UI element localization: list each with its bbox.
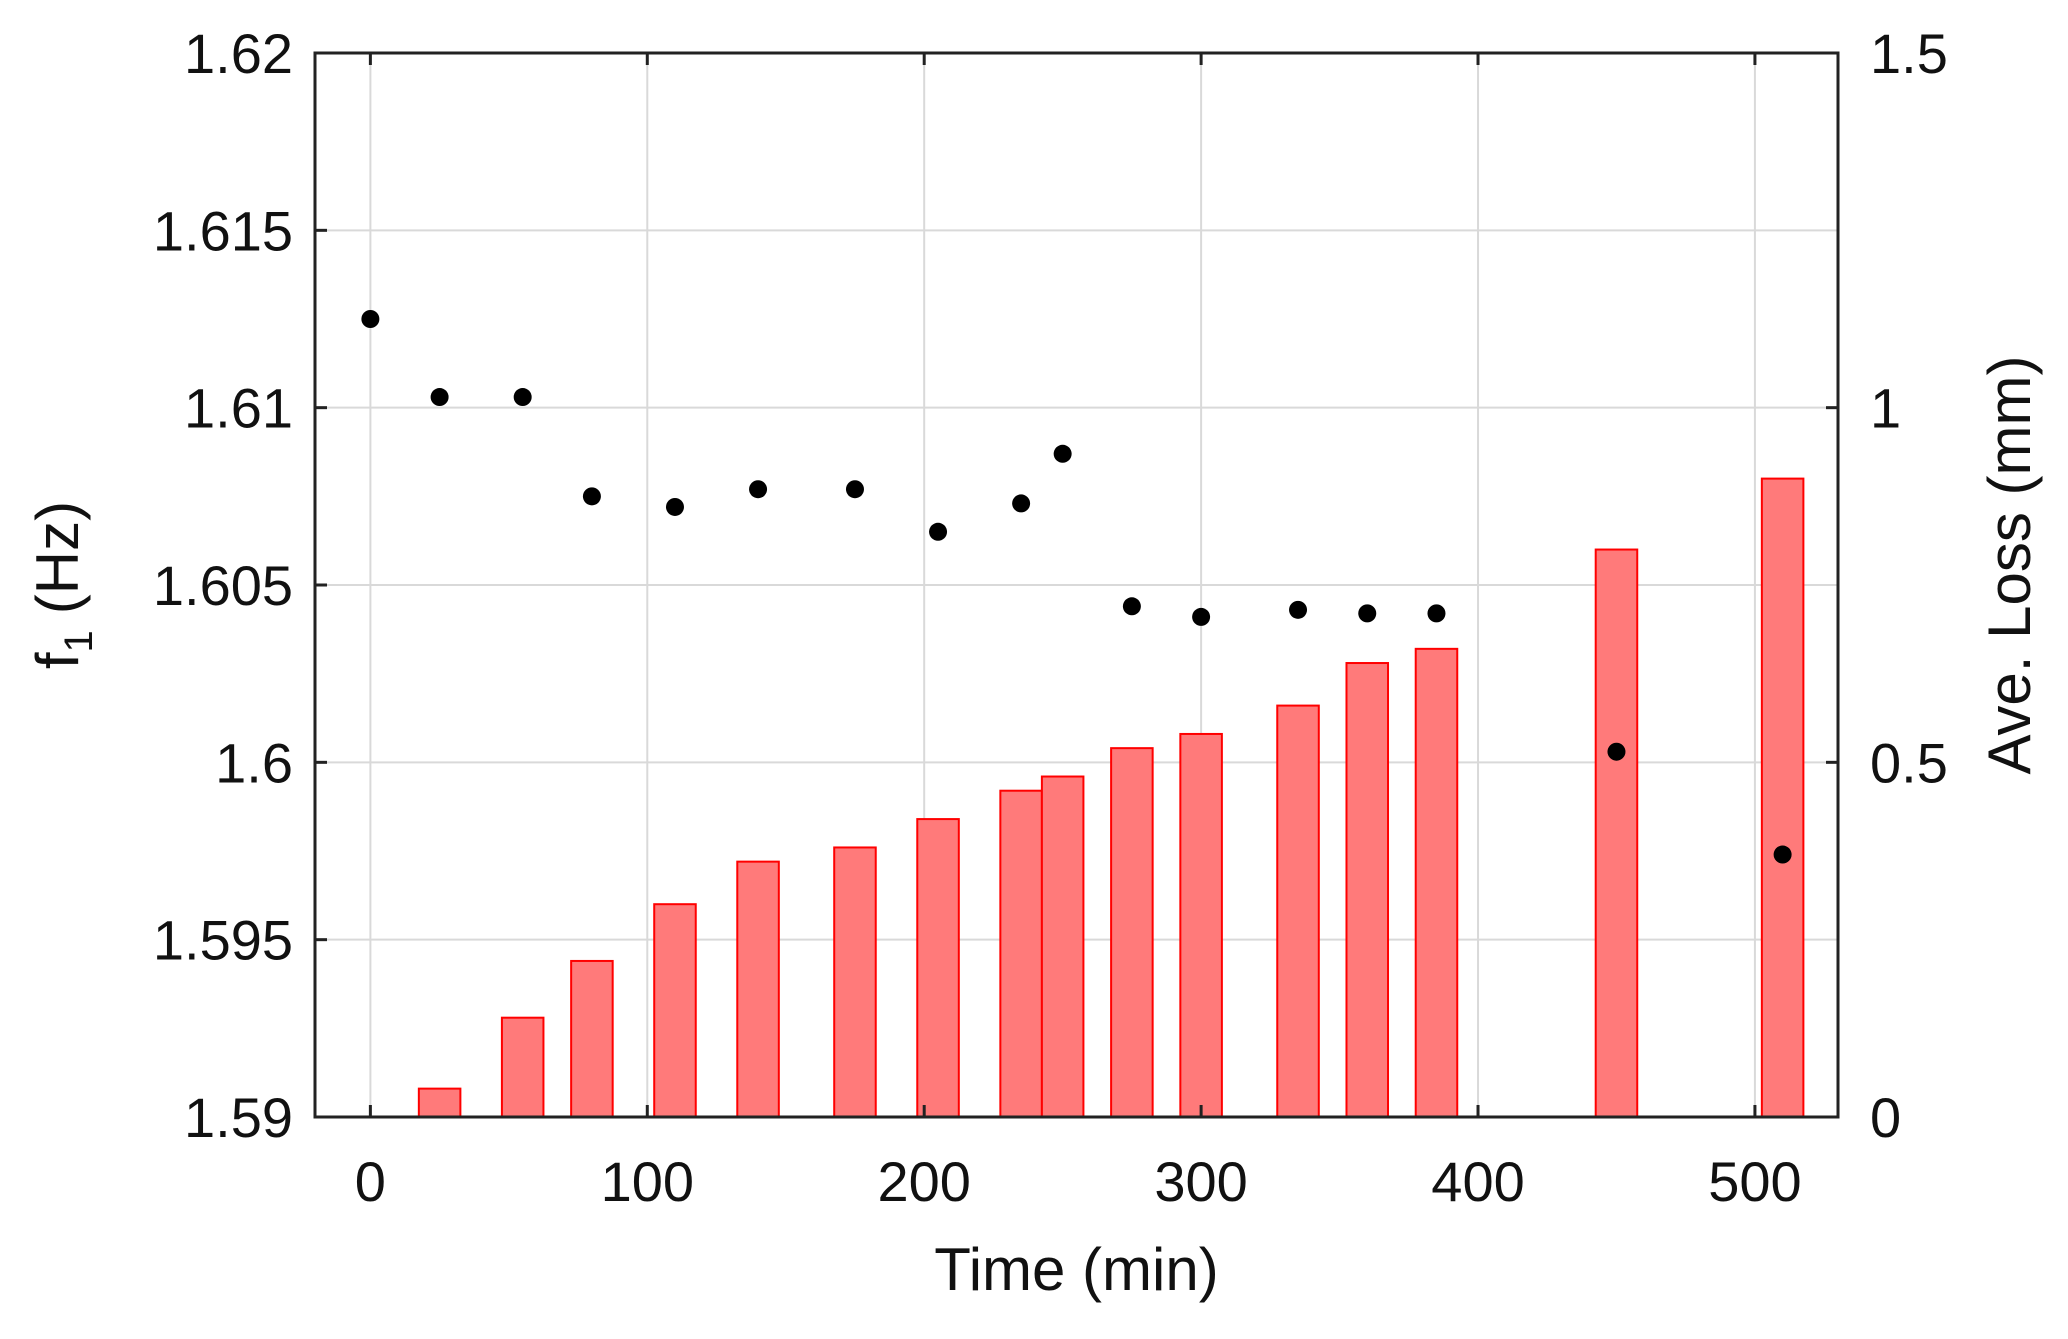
data-point <box>582 487 601 506</box>
bar <box>1040 775 1085 1119</box>
y-left-tick-label: 1.62 <box>184 22 293 85</box>
y-right-tick-label: 0.5 <box>1870 731 1948 794</box>
bar <box>916 818 960 1119</box>
x-tick-label: 400 <box>1431 1150 1524 1213</box>
bar-series <box>417 477 1805 1119</box>
data-point <box>430 388 449 407</box>
data-point <box>1289 600 1308 619</box>
bar <box>999 789 1043 1118</box>
data-point <box>1192 607 1211 626</box>
bar <box>1179 732 1223 1119</box>
y-right-tick-label: 1.5 <box>1870 22 1948 85</box>
y-axis-left-unit: (Hz) <box>24 501 91 614</box>
data-point <box>929 522 948 541</box>
bar <box>833 846 877 1118</box>
y-left-tick-label: 1.59 <box>184 1086 293 1149</box>
bar <box>653 903 697 1119</box>
x-tick-label: 300 <box>1154 1150 1247 1213</box>
bar <box>1276 704 1320 1118</box>
data-point <box>513 388 532 407</box>
bar <box>736 860 780 1119</box>
data-point <box>665 497 684 516</box>
x-tick-label: 100 <box>601 1150 694 1213</box>
bar <box>1760 477 1805 1119</box>
y-right-tick-label: 1 <box>1870 377 1901 440</box>
x-tick-label: 500 <box>1708 1150 1801 1213</box>
y-left-tick-label: 1.615 <box>153 199 293 262</box>
x-axis-title: Time (min) <box>934 1236 1218 1303</box>
y-left-tick-label: 1.61 <box>184 377 293 440</box>
bar <box>1345 662 1390 1118</box>
x-tick-label: 200 <box>877 1150 970 1213</box>
y-left-tick-label: 1.595 <box>153 909 293 972</box>
y-right-tick-label: 0 <box>1870 1086 1901 1149</box>
y-axis-left-symbol: f <box>24 652 91 669</box>
data-point <box>361 310 380 328</box>
data-point <box>1607 742 1626 761</box>
data-point <box>1053 444 1072 463</box>
bar <box>570 959 614 1118</box>
y-axis-left-title: f1 (Hz) <box>24 501 101 669</box>
data-point <box>845 480 864 499</box>
data-point <box>1122 597 1141 616</box>
y-axis-left-subscript: 1 <box>57 630 101 652</box>
y-left-tick-label: 1.605 <box>153 554 293 617</box>
data-point <box>1358 604 1377 623</box>
bar <box>1594 548 1639 1118</box>
data-point <box>1427 604 1446 623</box>
data-point <box>1012 494 1031 513</box>
point-series <box>361 310 1792 864</box>
bar <box>1110 747 1154 1118</box>
bar <box>500 1016 545 1119</box>
ticks: 0 100 200 300 400 500 1.59 1.595 1.6 1.605 1.61 1.6… <box>153 22 1948 1213</box>
data-point <box>749 480 768 499</box>
y-axis-right-title: Ave. Loss (mm) <box>1976 356 2043 775</box>
bar <box>417 1087 462 1119</box>
x-tick-label: 0 <box>355 1150 386 1213</box>
data-point <box>1773 845 1792 864</box>
y-left-tick-label: 1.6 <box>215 731 293 794</box>
bar <box>1414 647 1459 1119</box>
